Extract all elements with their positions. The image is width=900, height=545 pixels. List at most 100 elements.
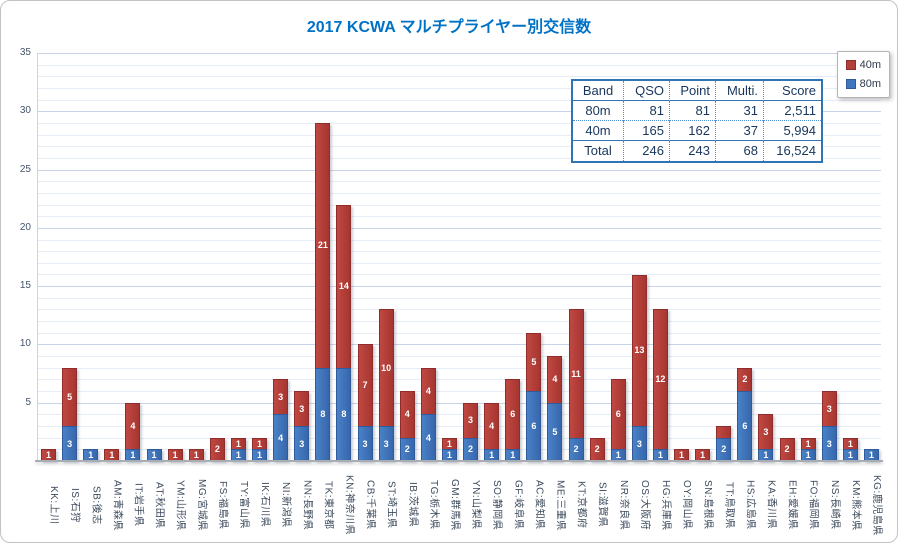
- bar-segment-40m: 1: [188, 449, 204, 461]
- bar-segment-80m: 1: [230, 449, 246, 461]
- gridline-major: [38, 53, 881, 54]
- gridline-minor: [38, 414, 881, 416]
- bar-segment-40m: 3: [821, 391, 837, 427]
- bar-segment-80m: 2: [568, 437, 584, 461]
- y-tick-label: 15: [19, 280, 31, 292]
- bar-IT:岩手県: 41: [125, 402, 141, 461]
- bar-segment-80m: 6: [526, 391, 542, 461]
- data-label: 5: [531, 356, 537, 367]
- data-label: 3: [826, 438, 832, 449]
- bar-segment-80m: 1: [758, 449, 774, 461]
- bar-segment-40m: 1: [104, 449, 120, 461]
- bar-segment-80m: 1: [610, 449, 626, 461]
- y-tick-label: 5: [25, 396, 31, 408]
- bar-segment-80m: 1: [484, 449, 500, 461]
- x-axis-label: SB:後志: [90, 485, 102, 525]
- data-label: 1: [868, 450, 874, 461]
- data-label: 3: [299, 438, 305, 449]
- data-label: 1: [235, 438, 241, 449]
- gridline-major: [38, 227, 881, 229]
- data-label: 4: [130, 421, 136, 432]
- x-axis-label: YM:山形県: [174, 479, 186, 531]
- gridline-minor: [38, 181, 881, 183]
- data-label: 1: [679, 450, 685, 461]
- data-label: 4: [404, 409, 410, 420]
- x-axis-label: ME:三重県: [554, 479, 566, 531]
- bar-YN:山梨県: 32: [463, 402, 479, 461]
- bar-KK:上川: 1: [41, 449, 57, 461]
- x-axis-label: KG:鹿児島県: [870, 474, 882, 536]
- table-header-point: Point: [669, 81, 715, 101]
- bar-segment-80m: 3: [62, 426, 78, 461]
- bar-IS:石狩: 53: [62, 367, 78, 461]
- gridline-minor: [38, 449, 881, 451]
- bar-segment-40m: 2: [209, 437, 225, 461]
- data-label: 1: [257, 438, 263, 449]
- bar-AT:秋田県: 1: [146, 449, 162, 461]
- bar-segment-40m: 7: [357, 344, 373, 427]
- x-axis-label: YN:山梨県: [470, 480, 482, 530]
- x-axis-label: KA:香川県: [765, 480, 777, 530]
- gridline-major: [38, 344, 881, 346]
- data-label: 2: [214, 444, 220, 455]
- bar-segment-40m: 2: [589, 437, 605, 461]
- bar-TT:鳥取県: 2: [716, 426, 732, 461]
- bar-ME:三重県: 45: [547, 356, 563, 461]
- bar-segment-40m: 1: [441, 437, 457, 450]
- bar-SO:静岡県: 41: [484, 402, 500, 461]
- bar-segment-80m: 4: [273, 414, 289, 461]
- data-label: 3: [278, 391, 284, 402]
- bar-segment-80m: 1: [125, 449, 141, 461]
- bar-IK:石川県: 11: [252, 437, 268, 461]
- data-label: 4: [489, 421, 495, 432]
- table-cell-point: 81: [669, 101, 715, 121]
- bar-segment-80m: 5: [547, 402, 563, 461]
- gridline-minor: [38, 367, 881, 369]
- data-label: 1: [615, 450, 621, 461]
- data-label: 1: [805, 438, 811, 449]
- table-cell-band: 40m: [573, 121, 623, 141]
- data-label: 1: [446, 438, 452, 449]
- table-cell-qso: 81: [623, 101, 669, 121]
- bar-segment-40m: 1: [167, 449, 183, 461]
- gridline-minor: [38, 391, 881, 393]
- bar-CB:千葉県: 73: [357, 344, 373, 461]
- data-label: 3: [362, 438, 368, 449]
- table-header-band: Band: [573, 81, 623, 101]
- bar-segment-40m: 3: [758, 414, 774, 450]
- bar-TY:富山県: 11: [230, 437, 246, 461]
- data-label: 8: [320, 409, 326, 420]
- bar-EH:愛媛県: 2: [779, 437, 795, 461]
- bar-segment-40m: 3: [294, 391, 310, 427]
- data-label: 1: [700, 450, 706, 461]
- x-axis-label: CB:千葉県: [364, 480, 376, 530]
- data-label: 1: [109, 450, 115, 461]
- data-label: 3: [299, 403, 305, 414]
- gridline-minor: [38, 216, 881, 218]
- gridline-minor: [38, 87, 881, 89]
- data-label: 21: [317, 240, 328, 251]
- bar-NN:長野県: 33: [294, 391, 310, 461]
- bar-OS:大阪府: 13 3: [631, 274, 647, 461]
- y-tick-label: 20: [19, 221, 31, 233]
- table-cell-score: 16,524: [763, 141, 821, 161]
- bar-segment-40m: 1: [695, 449, 711, 461]
- gridline-major: [38, 111, 881, 113]
- x-axis-label: AM:青森県: [111, 479, 123, 531]
- gridline-minor: [38, 274, 881, 276]
- gridline-minor: [38, 134, 881, 136]
- bar-segment-80m: 3: [357, 426, 373, 461]
- x-axis-label: KM:熊本県: [849, 479, 861, 531]
- data-label: 2: [573, 444, 579, 455]
- data-label: 1: [805, 450, 811, 461]
- x-axis-label: GF:岐阜県: [512, 480, 524, 530]
- data-label: 5: [552, 426, 558, 437]
- data-label: 1: [510, 450, 516, 461]
- data-label: 3: [468, 415, 474, 426]
- table-cell-multi: 68: [715, 141, 763, 161]
- bar-segment-40m: 14: [336, 204, 352, 368]
- gridline-minor: [38, 122, 881, 124]
- data-label: 3: [383, 438, 389, 449]
- gridline-minor: [38, 204, 881, 206]
- gridline-minor: [38, 262, 881, 264]
